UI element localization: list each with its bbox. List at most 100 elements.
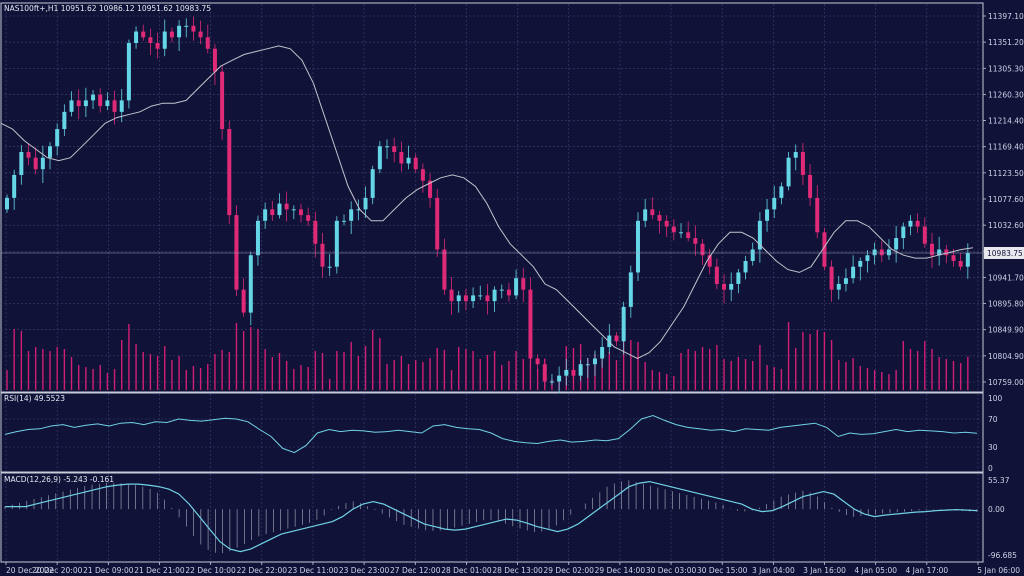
rsi-title: RSI(14) 49.5523	[4, 394, 65, 403]
candle-body	[227, 129, 232, 216]
candle-body	[922, 226, 927, 244]
rsi-series	[1, 414, 983, 454]
candle-body	[241, 289, 246, 313]
candle-body	[234, 215, 239, 290]
time-tick-label: 3 Jan 04:00	[752, 566, 795, 575]
candle-body	[370, 169, 375, 198]
candle-body	[263, 209, 268, 221]
candle-body	[843, 278, 848, 284]
candle-body	[392, 146, 397, 152]
candle-body	[607, 335, 612, 348]
candle-body	[765, 209, 770, 221]
candle-body	[212, 48, 217, 72]
candle-body	[177, 25, 182, 38]
candle-body	[535, 358, 540, 365]
candle-body	[205, 37, 210, 49]
price-tick-label: 10759.00	[988, 378, 1024, 387]
macd-tick-label: 55.37	[988, 476, 1010, 485]
candle-body	[693, 238, 698, 244]
candle-body	[743, 260, 748, 273]
candle-body	[542, 364, 547, 382]
candle-body	[894, 238, 899, 250]
rsi-tick-label: 30	[988, 443, 998, 452]
price-tick-label: 11214.40	[988, 117, 1024, 126]
candle-body	[621, 306, 626, 342]
price-tick-label: 11077.60	[988, 195, 1024, 204]
candle-body	[929, 243, 934, 256]
candle-body	[442, 249, 447, 290]
candle-body	[449, 289, 454, 302]
price-tick-label: 11123.50	[988, 169, 1024, 178]
candle-body	[428, 180, 433, 198]
candle-body	[521, 278, 526, 290]
price-tick-label: 10895.80	[988, 300, 1024, 309]
time-tick-label: 5 Jan 06:00	[977, 566, 1020, 575]
candle-body	[91, 94, 96, 101]
price-tick-label: 11397.10	[988, 12, 1024, 21]
candle-body	[729, 283, 734, 290]
time-tick-label: 22 Dec 10:00	[185, 566, 236, 575]
candle-body	[19, 151, 24, 175]
candle-body	[600, 347, 605, 359]
chart-title: NAS100ft+,H1 10951.62 10986.12 10951.62 …	[4, 4, 211, 13]
candle-body	[377, 146, 382, 170]
time-tick-label: 28 Dec 13:00	[492, 566, 543, 575]
candle-body	[506, 289, 511, 296]
candle-body	[879, 249, 884, 256]
candle-body	[119, 100, 124, 112]
candle-body	[822, 232, 827, 267]
price-tick-label: 11032.60	[988, 221, 1024, 230]
candle-body	[700, 243, 705, 256]
candle-body	[248, 255, 253, 313]
candle-body	[786, 157, 791, 187]
candle-body	[564, 369, 569, 376]
candle-body	[5, 197, 9, 210]
candle-body	[585, 364, 590, 366]
candle-body	[162, 31, 167, 49]
candle-body	[965, 252, 970, 267]
candle-body	[255, 220, 260, 256]
time-tick-label: 20 Dec 2022	[6, 566, 54, 575]
candle-body	[463, 295, 468, 302]
candle-body	[549, 381, 554, 383]
candle-body	[12, 174, 17, 198]
candle-body	[635, 220, 640, 273]
candle-body	[126, 43, 131, 101]
macd-tick-label: -96.685	[988, 551, 1017, 560]
time-tick-label: 3 Jan 16:00	[803, 566, 846, 575]
candle-body	[220, 71, 225, 130]
candle-body	[686, 232, 691, 239]
candle-body	[33, 157, 38, 170]
macd-axis: 55.37 0.00 -96.685	[988, 476, 1017, 560]
candle-body	[614, 335, 619, 342]
rsi-axis: 100 70 30 0	[988, 394, 1003, 473]
time-tick-label: 30 Dec 03:00	[646, 566, 697, 575]
candle-body	[528, 289, 533, 359]
candle-body	[643, 209, 648, 221]
time-tick-label: 30 Dec 15:00	[697, 566, 748, 575]
candle-body	[327, 266, 332, 268]
macd-panel-frame	[0, 472, 984, 563]
candle-body	[650, 209, 655, 216]
time-tick-label: 22 Dec 22:00	[237, 566, 288, 575]
candle-body	[155, 43, 160, 49]
candle-body	[148, 37, 153, 44]
candle-body	[793, 151, 798, 158]
candle-body	[270, 209, 275, 216]
candle-body	[499, 289, 504, 291]
candle-body	[26, 151, 31, 158]
candle-body	[757, 220, 762, 250]
candle-body	[829, 266, 834, 290]
candle-body	[915, 220, 920, 227]
candle-body	[198, 31, 203, 38]
candle-body	[406, 157, 411, 164]
candle-body	[714, 266, 719, 284]
candle-body	[105, 100, 110, 107]
time-tick-label: 21 Dec 09:00	[83, 566, 134, 575]
time-tick-label: 29 Dec 02:00	[544, 566, 595, 575]
candle-body	[284, 203, 289, 210]
candle-body	[40, 157, 45, 170]
candle-body	[886, 249, 891, 256]
candle-body	[62, 111, 67, 130]
